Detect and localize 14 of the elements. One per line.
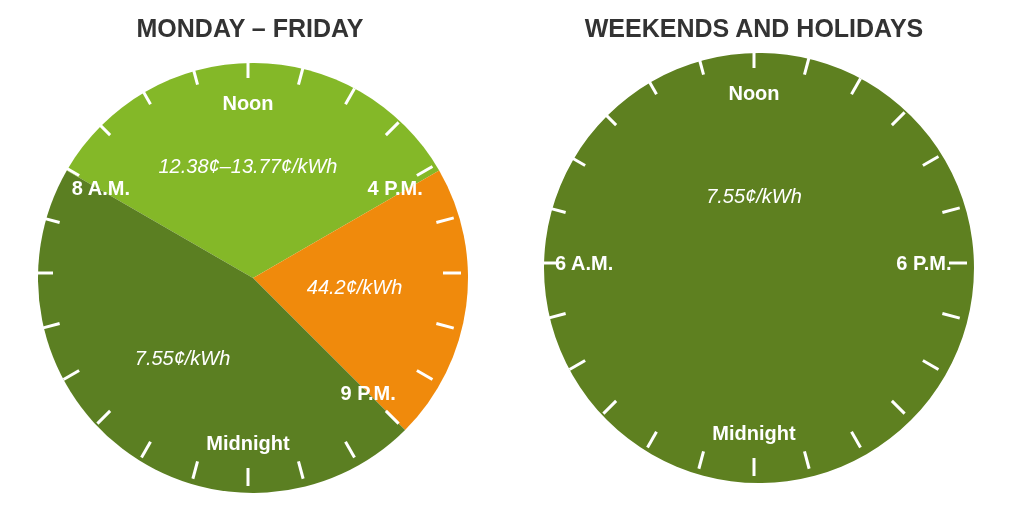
slice-label: 12.38¢–13.77¢/kWh [158,154,338,177]
chart-title: MONDAY – FRIDAY [135,14,365,43]
text: 6 P.M. [896,252,952,274]
chart-title: WEEKENDS AND HOLIDAYS [583,14,925,43]
text: Noon [728,82,780,105]
pie-slice [66,63,440,278]
text: Noon [222,92,274,115]
slice-label: 7.55¢/kWh [706,185,802,208]
text: Midnight [712,421,796,444]
text: Midnight [206,431,290,454]
text: 4 P.M. [367,177,423,200]
slice-label: 7.55¢/kWh [134,347,231,370]
text: 8 A.M. [71,177,130,200]
slice-label: 44.2¢/kWh [306,276,403,298]
